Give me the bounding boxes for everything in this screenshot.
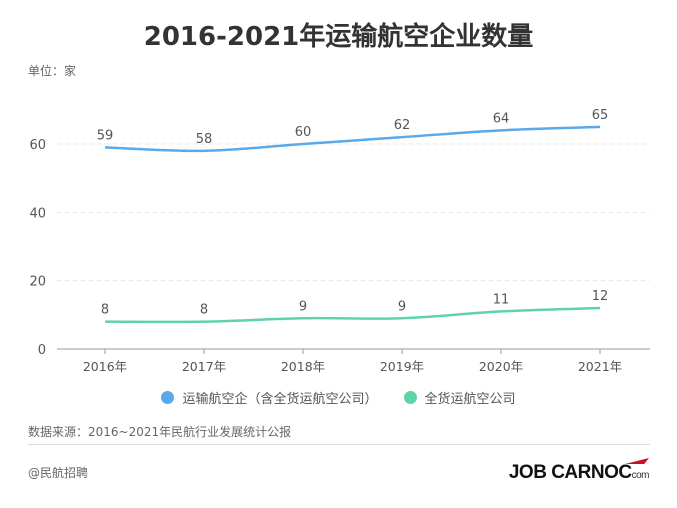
legend-label: 运输航空企（含全货运航空公司） bbox=[182, 392, 378, 407]
series-line-1 bbox=[104, 306, 601, 324]
legend-label: 全货运航空公司 bbox=[424, 392, 516, 407]
divider bbox=[28, 444, 650, 445]
data-label: 62 bbox=[394, 118, 411, 133]
legend-marker-icon bbox=[403, 391, 417, 404]
series-line-0 bbox=[104, 125, 601, 153]
data-label: 9 bbox=[299, 299, 307, 314]
data-label: 58 bbox=[196, 132, 213, 147]
y-tick-label: 0 bbox=[38, 343, 46, 358]
data-label: 64 bbox=[493, 111, 510, 126]
x-tick-label: 2017年 bbox=[182, 359, 226, 374]
logo-flag-icon bbox=[625, 458, 649, 464]
data-label: 8 bbox=[200, 303, 208, 318]
data-label: 8 bbox=[101, 303, 109, 318]
chart-title: 2016-2021年运输航空企业数量 bbox=[143, 22, 534, 52]
unit-label: 单位：家 bbox=[28, 64, 77, 78]
author-handle: @民航招聘 bbox=[28, 466, 89, 480]
data-label: 65 bbox=[592, 108, 609, 123]
legend: 运输航空企（含全货运航空公司） 全货运航空公司 bbox=[0, 388, 677, 407]
x-tick-label: 2016年 bbox=[83, 359, 127, 374]
x-tick-label: 2019年 bbox=[380, 359, 424, 374]
x-tick-label: 2021年 bbox=[578, 359, 622, 374]
logo-text: JOB CARNOC bbox=[508, 462, 632, 483]
y-tick-label: 40 bbox=[29, 206, 46, 221]
data-source: 数据来源：2016~2021年民航行业发展统计公报 bbox=[28, 425, 292, 439]
data-label: 9 bbox=[398, 299, 406, 314]
x-tick-label: 2018年 bbox=[281, 359, 325, 374]
data-label: 60 bbox=[295, 125, 312, 140]
y-tick-label: 20 bbox=[29, 275, 46, 290]
data-label: 12 bbox=[592, 289, 609, 304]
data-label: 11 bbox=[493, 292, 510, 307]
y-tick-label: 60 bbox=[29, 138, 46, 153]
legend-item-transport[interactable]: 运输航空企（含全货运航空公司） bbox=[161, 388, 378, 407]
legend-marker-icon bbox=[161, 391, 175, 404]
legend-item-cargo[interactable]: 全货运航空公司 bbox=[403, 388, 516, 407]
logo-suffix: com bbox=[631, 470, 650, 481]
jobcarnoc-logo: JOB CARNOCcom bbox=[508, 458, 650, 484]
x-tick-label: 2020年 bbox=[479, 359, 523, 374]
data-label: 59 bbox=[97, 128, 114, 143]
